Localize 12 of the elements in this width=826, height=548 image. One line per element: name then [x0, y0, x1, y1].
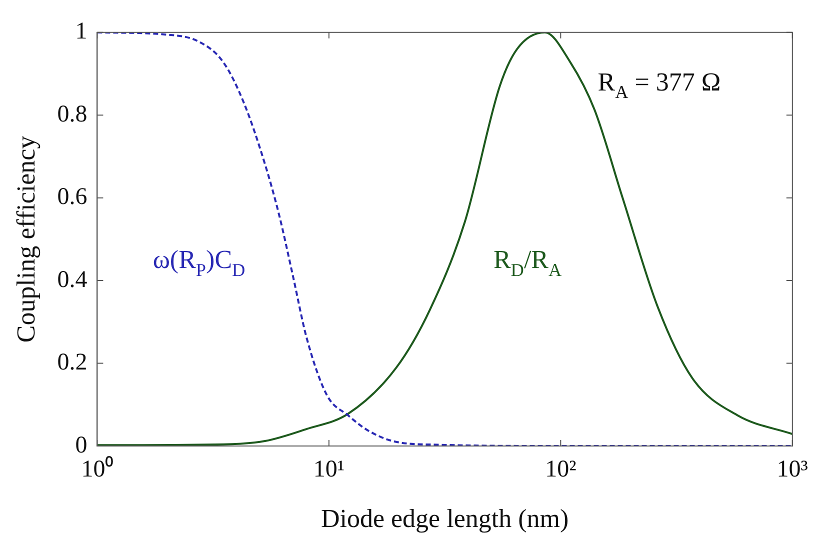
y-tick-label: 0.2: [57, 350, 88, 376]
x-tick-label: 10²: [545, 456, 576, 483]
y-tick-label: 0.8: [57, 101, 88, 128]
y-tick-label: 0: [75, 432, 88, 458]
y-tick-label: 0.6: [57, 184, 88, 210]
y-tick-label: 1: [75, 18, 88, 45]
x-tick-label: 10⁰: [81, 456, 114, 483]
x-tick-label: 10¹: [313, 456, 345, 483]
y-tick-label: 0.4: [57, 266, 88, 293]
x-tick-label: 10³: [776, 456, 808, 483]
y-axis-title: Coupling efficiency: [11, 136, 40, 343]
x-axis-title: Diode edge length (nm): [320, 504, 569, 534]
